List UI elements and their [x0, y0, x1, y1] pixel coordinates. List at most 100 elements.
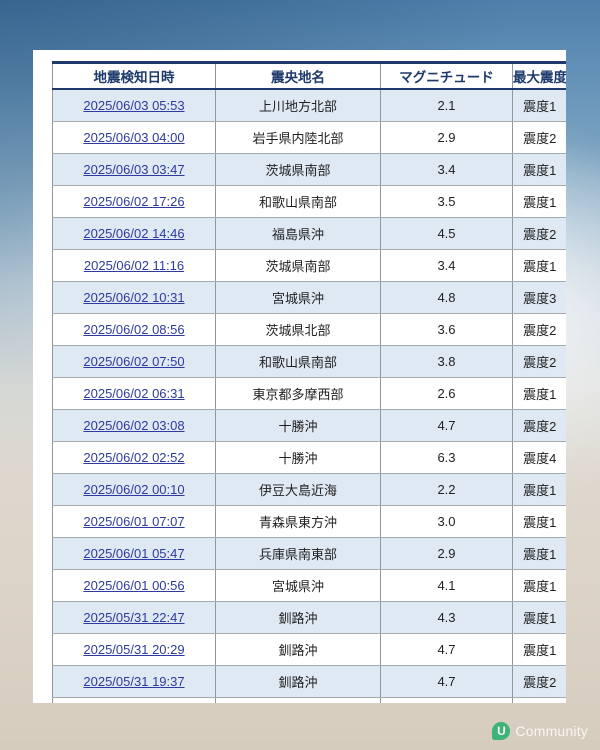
table-row: 2025/06/01 05:47 兵庫県南東部 2.9 震度1	[52, 537, 566, 570]
intensity-cell: 震度2	[512, 345, 566, 378]
epicenter-cell: 和歌山県南部	[215, 345, 381, 378]
intensity-cell: 震度2	[512, 121, 566, 154]
magnitude-cell: 2.1	[380, 89, 513, 122]
earthquake-detail-link[interactable]: 2025/06/02 08:56	[83, 322, 185, 337]
table-row: 2025/06/03 05:53 上川地方北部 2.1 震度1	[52, 89, 566, 122]
earthquake-detail-link[interactable]: 2025/05/31 20:29	[83, 642, 185, 657]
earthquake-detail-link[interactable]: 2025/06/01 05:47	[83, 546, 185, 561]
earthquake-detail-link[interactable]: 2025/06/02 10:31	[83, 290, 185, 305]
datetime-cell: 2025/06/02 11:16	[52, 249, 216, 282]
epicenter-cell: 釧路沖	[215, 665, 381, 698]
epicenter-cell: 宮城県沖	[215, 281, 381, 314]
intensity-cell: 震度1	[512, 537, 566, 570]
datetime-cell	[52, 697, 216, 703]
intensity-cell: 震度2	[512, 409, 566, 442]
magnitude-cell: 4.7	[380, 633, 513, 666]
epicenter-cell: 十勝沖	[215, 441, 381, 474]
table-row: 2025/06/01 00:56 宮城県沖 4.1 震度1	[52, 569, 566, 602]
earthquake-detail-link[interactable]: 2025/06/03 04:00	[83, 130, 185, 145]
earthquake-detail-link[interactable]: 2025/06/03 03:47	[83, 162, 185, 177]
intensity-cell: 震度1	[512, 601, 566, 634]
epicenter-cell: 兵庫県南東部	[215, 537, 381, 570]
table-row: 2025/06/02 17:26 和歌山県南部 3.5 震度1	[52, 185, 566, 218]
intensity-cell: 震度2	[512, 665, 566, 698]
datetime-cell: 2025/06/02 02:52	[52, 441, 216, 474]
column-header-intensity: 最大震度	[512, 61, 566, 90]
column-header-epicenter: 震央地名	[215, 61, 381, 90]
earthquake-detail-link[interactable]: 2025/06/02 02:52	[83, 450, 185, 465]
magnitude-cell: 2.6	[380, 377, 513, 410]
earthquake-detail-link[interactable]: 2025/05/31 22:47	[83, 610, 185, 625]
intensity-cell: 震度1	[512, 473, 566, 506]
datetime-cell: 2025/06/03 03:47	[52, 153, 216, 186]
intensity-cell: 震度1	[512, 633, 566, 666]
datetime-cell: 2025/06/01 00:56	[52, 569, 216, 602]
intensity-cell: 震度3	[512, 281, 566, 314]
intensity-cell: 震度2	[512, 217, 566, 250]
table-row: 2025/06/02 02:52 十勝沖 6.3 震度4	[52, 441, 566, 474]
earthquake-detail-link[interactable]: 2025/06/03 05:53	[83, 98, 185, 113]
magnitude-cell: 3.0	[380, 505, 513, 538]
magnitude-cell: 3.8	[380, 345, 513, 378]
magnitude-cell: 2.2	[380, 473, 513, 506]
intensity-cell: 震度4	[512, 441, 566, 474]
earthquake-detail-link[interactable]: 2025/06/02 06:31	[83, 386, 185, 401]
epicenter-cell: 茨城県北部	[215, 313, 381, 346]
table-row: 2025/06/01 07:07 青森県東方沖 3.0 震度1	[52, 505, 566, 538]
table-row: 2025/05/31 22:47 釧路沖 4.3 震度1	[52, 601, 566, 634]
table-row: 2025/06/02 00:10 伊豆大島近海 2.2 震度1	[52, 473, 566, 506]
magnitude-cell: 6.3	[380, 441, 513, 474]
ucommunity-logo-icon: U	[492, 722, 511, 740]
datetime-cell: 2025/06/02 10:31	[52, 281, 216, 314]
table-row: 2025/06/02 14:46 福島県沖 4.5 震度2	[52, 217, 566, 250]
table-row: 2025/06/02 10:31 宮城県沖 4.8 震度3	[52, 281, 566, 314]
intensity-cell: 震度1	[512, 505, 566, 538]
datetime-cell: 2025/05/31 20:29	[52, 633, 216, 666]
epicenter-cell: 東京都多摩西部	[215, 377, 381, 410]
epicenter-cell: 伊豆大島近海	[215, 473, 381, 506]
column-header-magnitude: マグニチュード	[380, 61, 513, 90]
table-row: 2025/05/31 19:37 釧路沖 4.7 震度2	[52, 665, 566, 698]
magnitude-cell: 4.7	[380, 665, 513, 698]
earthquake-detail-link[interactable]: 2025/06/01 07:07	[83, 514, 185, 529]
table-row: 2025/06/02 08:56 茨城県北部 3.6 震度2	[52, 313, 566, 346]
datetime-cell: 2025/06/02 08:56	[52, 313, 216, 346]
earthquake-detail-link[interactable]: 2025/06/02 14:46	[83, 226, 185, 241]
datetime-cell: 2025/06/02 03:08	[52, 409, 216, 442]
magnitude-cell: 4.5	[380, 217, 513, 250]
earthquake-detail-link[interactable]: 2025/06/02 11:16	[83, 258, 185, 273]
magnitude-cell: 3.4	[380, 153, 513, 186]
ucommunity-label: Community	[515, 723, 588, 739]
earthquake-detail-link[interactable]: 2025/06/02 03:08	[83, 418, 185, 433]
magnitude-cell: 2.9	[380, 121, 513, 154]
table-row: 2025/06/03 03:47 茨城県南部 3.4 震度1	[52, 153, 566, 186]
datetime-cell: 2025/06/03 04:00	[52, 121, 216, 154]
datetime-cell: 2025/05/31 22:47	[52, 601, 216, 634]
table-row: 2025/06/02 03:08 十勝沖 4.7 震度2	[52, 409, 566, 442]
datetime-cell: 2025/05/31 19:37	[52, 665, 216, 698]
earthquake-detail-link[interactable]: 2025/06/02 17:26	[83, 194, 185, 209]
earthquake-detail-link[interactable]: 2025/06/02 00:10	[83, 482, 185, 497]
table-row: 2025/06/02 06:31 東京都多摩西部 2.6 震度1	[52, 377, 566, 410]
intensity-cell	[512, 697, 566, 703]
epicenter-cell: 岩手県内陸北部	[215, 121, 381, 154]
ucommunity-watermark: U Community	[492, 722, 588, 740]
earthquake-detail-link[interactable]: 2025/06/01 00:56	[83, 578, 185, 593]
epicenter-cell: 上川地方北部	[215, 89, 381, 122]
intensity-cell: 震度1	[512, 153, 566, 186]
earthquake-detail-link[interactable]: 2025/05/31 19:37	[83, 674, 185, 689]
magnitude-cell: 2.9	[380, 537, 513, 570]
earthquake-detail-link[interactable]: 2025/06/02 07:50	[83, 354, 185, 369]
table-row: 2025/06/02 07:50 和歌山県南部 3.8 震度2	[52, 345, 566, 378]
epicenter-cell: 釧路沖	[215, 601, 381, 634]
datetime-cell: 2025/06/01 07:07	[52, 505, 216, 538]
earthquake-table-body: 2025/06/03 05:53 上川地方北部 2.1 震度1 2025/06/…	[52, 89, 566, 703]
epicenter-cell: 茨城県南部	[215, 153, 381, 186]
table-row: 2025/06/03 04:00 岩手県内陸北部 2.9 震度2	[52, 121, 566, 154]
table-row: 2025/06/02 11:16 茨城県南部 3.4 震度1	[52, 249, 566, 282]
datetime-cell: 2025/06/02 14:46	[52, 217, 216, 250]
magnitude-cell	[380, 697, 513, 703]
table-header-row: 地震検知日時 震央地名 マグニチュード 最大震度	[52, 61, 566, 90]
datetime-cell: 2025/06/03 05:53	[52, 89, 216, 122]
magnitude-cell: 4.3	[380, 601, 513, 634]
